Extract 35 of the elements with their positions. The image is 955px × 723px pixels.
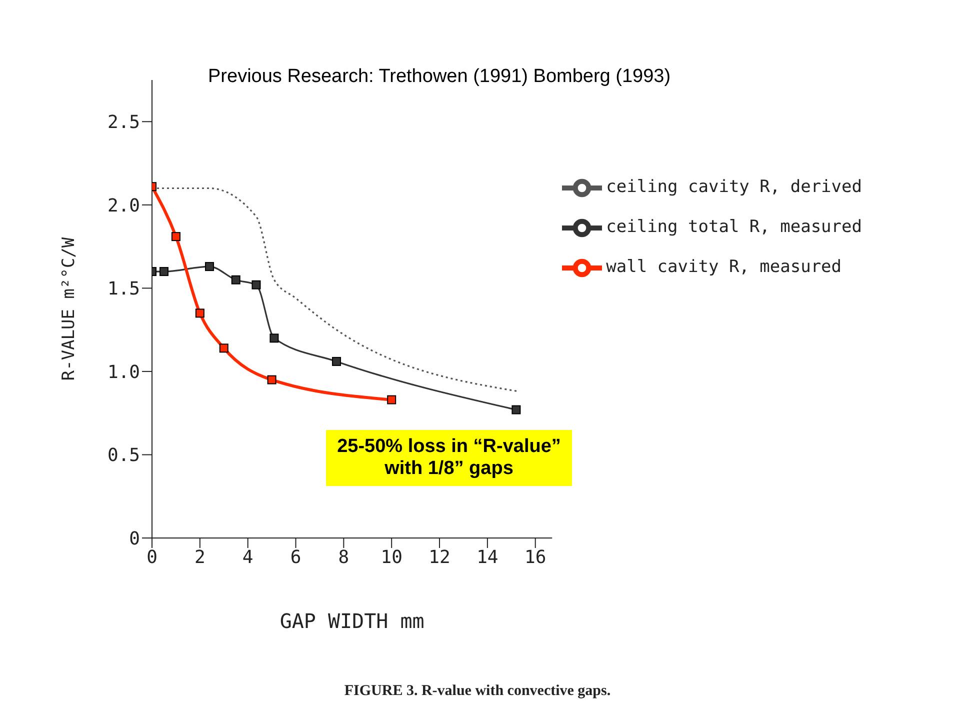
y-tick-label: 2.0 [107, 195, 140, 216]
x-tick-label: 14 [476, 546, 498, 568]
point [205, 262, 214, 272]
x-tick-label: 10 [380, 546, 402, 568]
point [512, 405, 521, 414]
point [171, 232, 180, 242]
point [387, 395, 396, 404]
point [231, 275, 240, 284]
point [195, 308, 204, 318]
x-tick-label: 12 [428, 546, 450, 568]
legend-label: ceiling cavity R, derived [606, 177, 862, 198]
point [159, 267, 168, 276]
y-tick-label: 0.5 [107, 445, 140, 466]
x-tick-label: 4 [242, 546, 254, 568]
y-tick-label: 0 [129, 528, 140, 550]
y-axis-title: R-VALUE m²°C/W [59, 236, 80, 381]
caption: FIGURE 3. R-value with convective gaps. [343, 683, 612, 700]
point [219, 344, 228, 353]
y-tick-label: 1.5 [107, 278, 140, 300]
x-tick-label: 2 [194, 546, 206, 568]
chart-title: Previous Research: Trethowen (1991) Bomberg (1993) [208, 66, 671, 88]
x-tick-label: 0 [146, 546, 158, 568]
point [270, 334, 279, 343]
legend-label: ceiling total R, measured [606, 217, 862, 238]
x-axis-title: GAP WIDTH mm [280, 609, 424, 633]
point [267, 375, 276, 384]
point [332, 356, 341, 366]
x-tick-label: 8 [338, 546, 350, 568]
y-tick-label: 2.5 [107, 112, 140, 134]
point [252, 280, 261, 290]
y-tick-label: 1.0 [107, 362, 140, 383]
annotation: 25-50% loss in “R-value” with 1/8” gaps [326, 430, 572, 486]
x-tick-label: 6 [290, 546, 302, 568]
x-tick-label: 16 [524, 546, 546, 568]
legend-label: wall cavity R, measured [606, 257, 842, 278]
